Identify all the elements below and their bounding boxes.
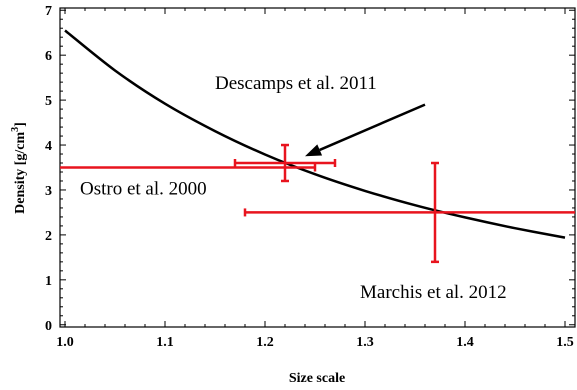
y-tick-label: 7	[45, 4, 52, 19]
x-tick-label: 1.2	[256, 335, 274, 350]
x-tick-label: 1.3	[356, 335, 374, 350]
x-tick-label: 1.5	[556, 335, 574, 350]
y-tick-label: 2	[45, 229, 52, 244]
x-tick-label: 1.1	[156, 335, 174, 350]
x-tick-label: 1.0	[56, 335, 74, 350]
annotation-arrow-head	[305, 144, 323, 157]
y-tick-label: 3	[45, 184, 52, 199]
y-tick-label: 0	[45, 319, 52, 334]
error-point	[243, 161, 575, 264]
y-tick-label: 4	[45, 139, 52, 154]
x-axis-label: Size scale	[289, 371, 345, 386]
annotation-label: Marchis et al. 2012	[360, 282, 507, 303]
error-point	[60, 163, 317, 172]
error-point	[233, 143, 337, 183]
y-ticks: 0 1 2 3 4 5 6 7	[45, 4, 575, 334]
y-tick-label: 6	[45, 49, 52, 64]
x-ticks: 1.0 1.1 1.2 1.3 1.4 1.5	[56, 8, 574, 350]
y-axis-label: Density [g/cm3]	[10, 122, 28, 214]
annotation-label: Descamps et al. 2011	[215, 73, 377, 94]
annotation-label: Ostro et al. 2000	[80, 178, 207, 199]
y-tick-label: 1	[45, 274, 52, 289]
y-axis-label-main: Density [g/cm	[13, 131, 28, 213]
error-bars	[60, 143, 575, 264]
y-axis-label-close: ]	[13, 122, 28, 127]
density-curve	[64, 29, 566, 239]
annotation-arrow-line	[319, 103, 426, 152]
y-axis-label-sup: 3	[10, 127, 21, 132]
x-tick-label: 1.4	[456, 335, 474, 350]
y-tick-label: 5	[45, 94, 52, 109]
annotations: Descamps et al. 2011 Ostro et al. 2000 Mar…	[80, 73, 507, 303]
